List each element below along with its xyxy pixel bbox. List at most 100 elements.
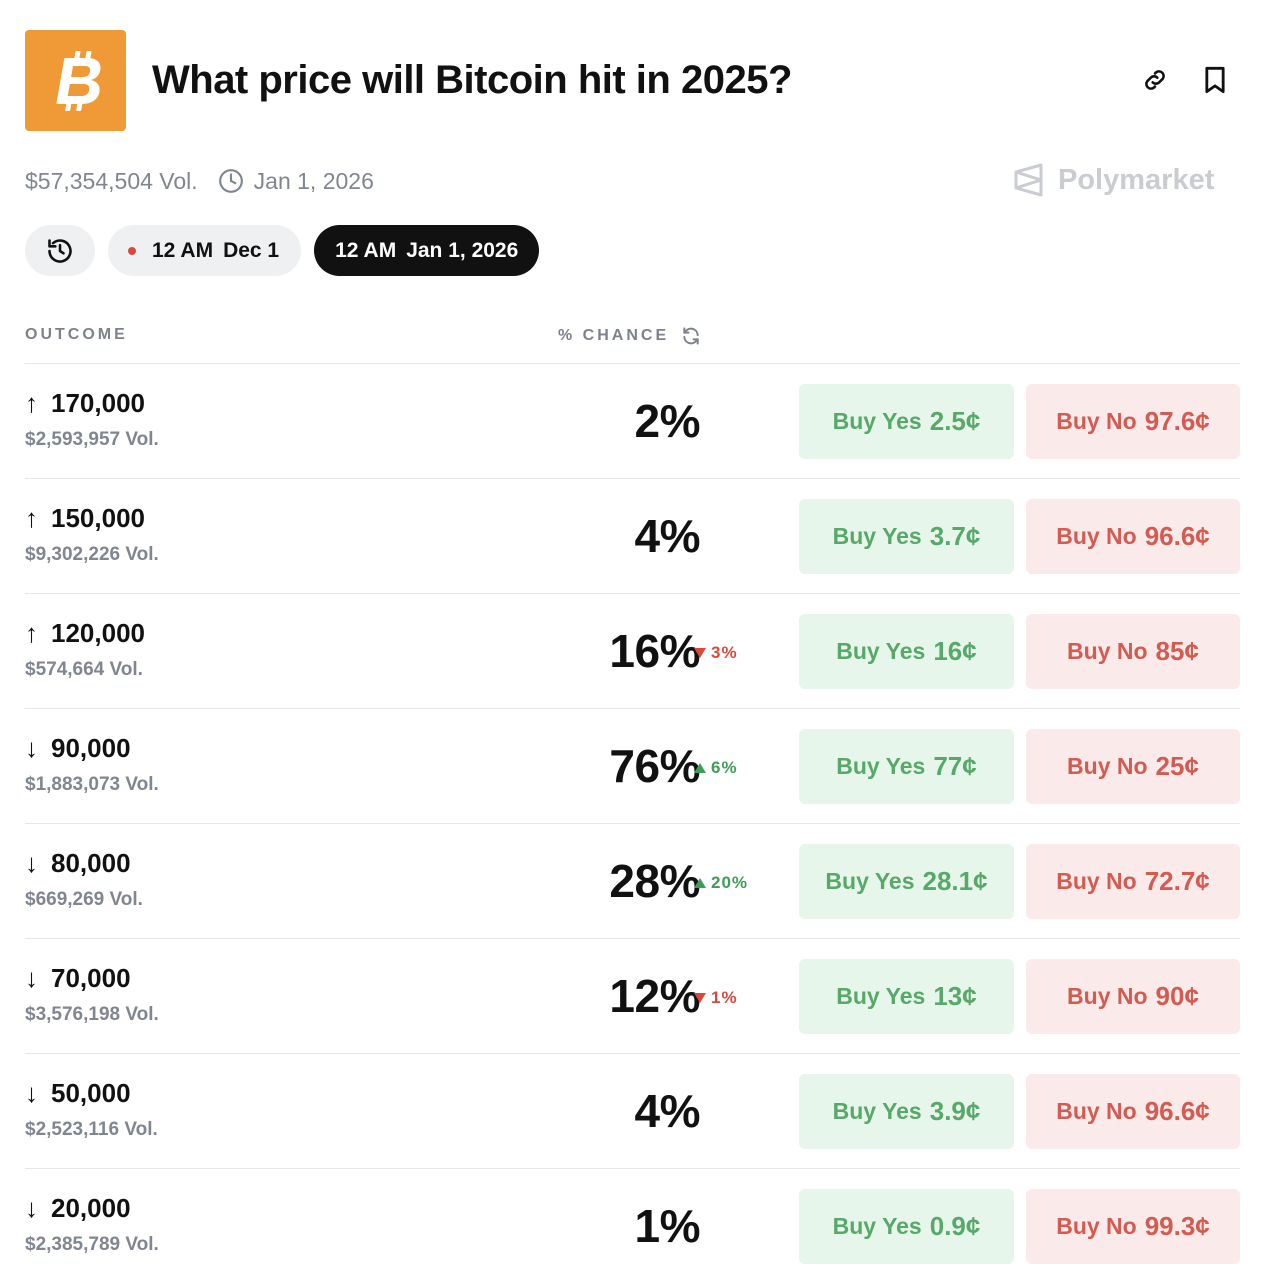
buy-no-label: Buy No	[1056, 1098, 1137, 1124]
triangle-up-icon	[694, 878, 706, 888]
outcome-label: 150,000	[51, 503, 145, 533]
buy-yes-button[interactable]: Buy Yes 3.7¢	[799, 499, 1014, 574]
outcome-row[interactable]: ↑ 150,000 $9,302,226 Vol. 4% Buy Yes 3.7…	[25, 478, 1240, 593]
chance-value: 12%	[609, 970, 700, 1022]
buy-yes-button[interactable]: Buy Yes 3.9¢	[799, 1074, 1014, 1149]
end-date: Jan 1, 2026	[253, 167, 374, 194]
buy-yes-price: 2.5¢	[929, 406, 981, 436]
chance-delta: 6%	[694, 758, 738, 778]
chance-cell: 16%	[565, 594, 700, 709]
buy-no-price: 25¢	[1155, 751, 1199, 781]
outcome-volume: $2,523,116 Vol.	[25, 1119, 158, 1140]
outcome-row[interactable]: ↓ 80,000 $669,269 Vol. 28% 20% Buy Yes 2…	[25, 823, 1240, 938]
buy-no-button[interactable]: Buy No 99.3¢	[1026, 1189, 1240, 1264]
outcome-volume: $2,593,957 Vol.	[25, 429, 159, 450]
outcome-cell: ↓ 50,000 $2,523,116 Vol.	[25, 1078, 158, 1141]
outcome-row[interactable]: ↓ 90,000 $1,883,073 Vol. 76% 6% Buy Yes …	[25, 708, 1240, 823]
outcome-row[interactable]: ↓ 20,000 $2,385,789 Vol. 1% Buy Yes 0.9¢…	[25, 1168, 1240, 1280]
arrow-up-icon: ↑	[25, 503, 38, 533]
buy-yes-price: 3.9¢	[929, 1096, 981, 1126]
pill-time: 12 AM	[152, 238, 214, 262]
buy-yes-button[interactable]: Buy Yes 28.1¢	[799, 844, 1014, 919]
chance-value: 16%	[609, 625, 700, 677]
outcome-label: 120,000	[51, 618, 145, 648]
pill-time: 12 AM	[335, 238, 397, 262]
buy-yes-button[interactable]: Buy Yes 16¢	[799, 614, 1014, 689]
buy-no-button[interactable]: Buy No 85¢	[1026, 614, 1240, 689]
bookmark-icon[interactable]	[1200, 65, 1230, 95]
outcome-volume: $2,385,789 Vol.	[25, 1234, 159, 1255]
buy-yes-button[interactable]: Buy Yes 77¢	[799, 729, 1014, 804]
outcome-row[interactable]: ↑ 120,000 $574,664 Vol. 16% 3% Buy Yes 1…	[25, 593, 1240, 708]
chance-value: 1%	[634, 1200, 701, 1252]
chance-value: 4%	[634, 510, 701, 562]
date-pill-dec-1[interactable]: 12 AM Dec 1	[108, 225, 302, 276]
pill-date: Jan 1, 2026	[406, 238, 519, 262]
outcome-row[interactable]: ↓ 70,000 $3,576,198 Vol. 12% 1% Buy Yes …	[25, 938, 1240, 1053]
buy-no-button[interactable]: Buy No 97.6¢	[1026, 384, 1240, 459]
polymarket-brand[interactable]: Polymarket	[1012, 162, 1214, 198]
refresh-icon[interactable]	[681, 326, 701, 346]
delta-value: 1%	[711, 988, 738, 1007]
buy-no-price: 96.6¢	[1144, 521, 1210, 551]
outcome-cell: ↑ 150,000 $9,302,226 Vol.	[25, 503, 159, 566]
total-volume: $57,354,504 Vol.	[25, 167, 198, 194]
buy-yes-button[interactable]: Buy Yes 0.9¢	[799, 1189, 1014, 1264]
outcome-label: 80,000	[51, 848, 131, 878]
buy-yes-price: 77¢	[933, 751, 977, 781]
buy-no-button[interactable]: Buy No 72.7¢	[1026, 844, 1240, 919]
outcome-label: 70,000	[51, 963, 131, 993]
buy-yes-label: Buy Yes	[825, 868, 915, 894]
buy-no-button[interactable]: Buy No 90¢	[1026, 959, 1240, 1034]
chance-cell: 76%	[565, 709, 700, 824]
chance-delta: 1%	[694, 988, 738, 1008]
bitcoin-logo	[25, 30, 126, 131]
clock-icon	[218, 169, 243, 193]
buy-no-price: 85¢	[1155, 636, 1199, 666]
chance-cell: 2%	[565, 364, 701, 479]
chance-value: 4%	[634, 1085, 701, 1137]
arrow-down-icon: ↓	[25, 1193, 38, 1223]
link-icon[interactable]	[1140, 65, 1170, 95]
outcome-cell: ↑ 120,000 $574,664 Vol.	[25, 618, 145, 681]
chance-cell: 4%	[565, 479, 701, 594]
outcome-volume: $669,269 Vol.	[25, 889, 143, 910]
arrow-up-icon: ↑	[25, 618, 38, 648]
chance-delta: 20%	[694, 873, 748, 893]
outcome-label: 170,000	[51, 388, 145, 418]
date-pill-jan-1-2026[interactable]: 12 AM Jan 1, 2026	[314, 225, 540, 276]
chance-cell: 4%	[565, 1054, 701, 1169]
chance-cell: 1%	[565, 1169, 701, 1280]
pill-date: Dec 1	[223, 238, 280, 262]
buy-no-label: Buy No	[1067, 753, 1148, 779]
buy-yes-price: 16¢	[933, 636, 977, 666]
buy-yes-price: 3.7¢	[929, 521, 981, 551]
buy-yes-label: Buy Yes	[832, 1213, 922, 1239]
buy-no-button[interactable]: Buy No 25¢	[1026, 729, 1240, 804]
chance-header-label: % CHANCE	[558, 327, 670, 344]
buy-yes-price: 0.9¢	[929, 1211, 981, 1241]
outcome-row[interactable]: ↓ 50,000 $2,523,116 Vol. 4% Buy Yes 3.9¢…	[25, 1053, 1240, 1168]
buy-no-label: Buy No	[1056, 408, 1137, 434]
chance-value: 28%	[609, 855, 700, 907]
buy-yes-button[interactable]: Buy Yes 13¢	[799, 959, 1014, 1034]
buy-yes-price: 13¢	[933, 981, 977, 1011]
buy-no-label: Buy No	[1056, 868, 1137, 894]
bitcoin-icon	[55, 50, 100, 111]
chance-delta: 3%	[694, 643, 738, 663]
triangle-down-icon	[694, 648, 706, 658]
history-icon	[48, 238, 72, 263]
buy-no-price: 97.6¢	[1144, 406, 1210, 436]
buy-yes-button[interactable]: Buy Yes 2.5¢	[799, 384, 1014, 459]
buy-no-price: 96.6¢	[1144, 1096, 1210, 1126]
buy-no-button[interactable]: Buy No 96.6¢	[1026, 499, 1240, 574]
buy-no-button[interactable]: Buy No 96.6¢	[1026, 1074, 1240, 1149]
delta-value: 6%	[711, 758, 738, 777]
chance-value: 2%	[634, 395, 701, 447]
buy-yes-label: Buy Yes	[836, 638, 926, 664]
arrow-up-icon: ↑	[25, 388, 38, 418]
history-button[interactable]	[25, 225, 95, 276]
outcome-row[interactable]: ↑ 170,000 $2,593,957 Vol. 2% Buy Yes 2.5…	[25, 363, 1240, 478]
outcome-cell: ↓ 90,000 $1,883,073 Vol.	[25, 733, 159, 796]
column-header-chance: % CHANCE	[558, 326, 701, 346]
